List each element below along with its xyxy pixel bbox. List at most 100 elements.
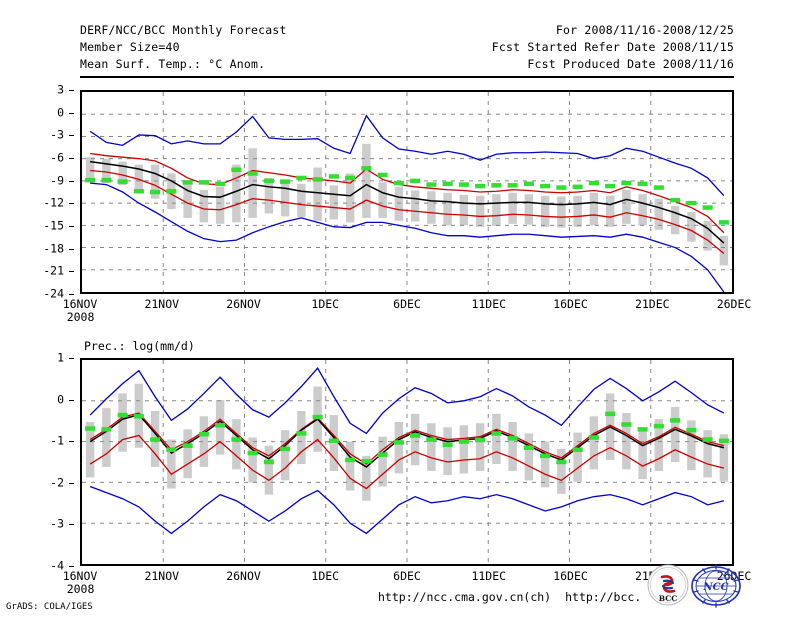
spread-bar	[167, 439, 176, 489]
x-tick-label: 16DEC	[553, 297, 588, 311]
precipitation-plot-surface	[82, 360, 732, 564]
chart-header: DERF/NCC/BCC Monthly Forecast Member Siz…	[0, 22, 800, 78]
ensemble-max-line	[89, 367, 725, 435]
y-tick-mark	[69, 90, 74, 91]
spread-bar	[443, 427, 452, 476]
upper-quartile-line	[89, 412, 725, 465]
x-tick-label: 16NOV 2008	[62, 569, 98, 596]
lower-quartile-line	[89, 434, 725, 490]
y-tick-mark	[69, 135, 74, 137]
spread-bar	[313, 167, 322, 221]
y-tick-mark	[69, 358, 74, 359]
spread-bar	[183, 183, 192, 218]
ensemble-spread-bars	[85, 143, 729, 266]
spread-bar	[85, 157, 95, 183]
spread-bar	[345, 173, 355, 223]
temperature-y-axis-labels: 3 0 -3 -6 -9 -12 -15 -18 -21 -24	[0, 84, 74, 299]
lower-quartile-line	[90, 169, 725, 254]
y-tick-label: -4	[50, 558, 64, 573]
ncc-url[interactable]: http://ncc.cma.gov.cn(ch)	[378, 590, 552, 604]
x-tick-label: 21NOV	[144, 297, 180, 311]
spread-bar	[134, 164, 144, 193]
y-tick-label: -3	[50, 127, 64, 142]
header-produced-date: Fcst Produced Date 2008/11/16	[527, 57, 734, 71]
spread-bar	[85, 422, 95, 478]
grid-lines	[82, 360, 732, 564]
bcc-logo-icon: BCC	[645, 563, 691, 609]
x-tick-label: 6DEC	[393, 569, 421, 583]
spread-bar	[102, 158, 111, 184]
header-refer-date: Fcst Started Refer Date 2008/11/15	[491, 40, 734, 54]
y-tick-label: -12	[43, 195, 64, 210]
spread-bar	[329, 185, 339, 220]
spread-bar	[524, 194, 534, 225]
spread-bar	[394, 422, 404, 474]
temperature-plot-surface	[82, 92, 732, 292]
spread-bar	[687, 420, 696, 471]
svg-text:BCC: BCC	[659, 594, 677, 603]
spread-bar	[264, 445, 274, 495]
y-tick-label: 3	[57, 82, 64, 97]
y-tick-label: -15	[43, 218, 64, 233]
header-member-size: Member Size=40	[80, 40, 180, 54]
precipitation-chart-panel	[80, 358, 734, 566]
spread-bar	[508, 422, 517, 471]
precipitation-y-axis-labels: 1 0 -1 -2 -3 -4	[0, 352, 74, 571]
spread-bar	[557, 196, 566, 228]
spread-bar	[638, 194, 647, 226]
spread-bar	[540, 441, 550, 488]
spread-bar	[492, 194, 501, 227]
spread-bar	[719, 434, 729, 482]
footer-urls: http://ncc.cma.gov.cn(ch) http://bcc.	[378, 590, 641, 604]
spread-bar	[199, 416, 209, 467]
spread-bar	[638, 430, 647, 480]
y-tick-mark	[69, 248, 74, 250]
spread-bar	[459, 194, 469, 226]
spread-bar	[345, 441, 355, 491]
spread-bar	[150, 164, 160, 199]
spread-bar	[573, 195, 582, 227]
spread-bar	[264, 177, 274, 214]
spread-bar	[410, 413, 420, 466]
spread-bar	[362, 143, 371, 218]
spread-bar	[475, 423, 485, 471]
climatology-markers	[85, 166, 729, 225]
ensemble-min-line	[89, 485, 725, 535]
y-tick-label: 0	[57, 391, 64, 406]
spread-bar	[492, 413, 501, 465]
y-tick-mark	[69, 158, 74, 159]
spread-bar	[280, 180, 290, 217]
y-tick-mark	[69, 112, 74, 114]
spread-bar	[589, 416, 599, 470]
x-tick-label: 6DEC	[393, 297, 421, 311]
spread-bar	[703, 220, 712, 251]
spread-bar	[183, 429, 192, 479]
spread-bar	[427, 423, 436, 471]
spread-bar	[654, 419, 664, 471]
spread-bar	[199, 189, 209, 223]
spread-bar	[573, 432, 582, 482]
x-tick-label: 11DEC	[471, 569, 507, 583]
y-tick-mark	[69, 482, 74, 484]
bcc-url[interactable]: http://bcc.	[565, 590, 642, 604]
spread-bar	[670, 406, 680, 462]
spread-bar	[248, 148, 257, 218]
svg-text:NCC: NCC	[702, 582, 728, 593]
spread-bar	[687, 212, 696, 242]
header-right-text: For 2008/11/16-2008/12/25 Fcst Started R…	[492, 22, 734, 73]
grads-credit: GrADS: COLA/IGES	[6, 602, 93, 612]
spread-bar	[475, 195, 485, 227]
x-tick-label: 26NOV	[226, 569, 261, 583]
spread-bar	[394, 186, 404, 221]
spread-bar	[378, 182, 387, 218]
y-tick-label: -3	[50, 516, 64, 531]
y-tick-label: -18	[43, 240, 64, 255]
precipitation-x-axis-labels: 16NOV200821NOV26NOV1DEC6DEC11DEC16DEC21D…	[0, 570, 800, 600]
y-tick-label: -1	[50, 433, 64, 448]
spread-bar	[557, 448, 566, 494]
spread-bar	[605, 195, 615, 227]
x-tick-label: 26DEC	[716, 297, 752, 311]
y-tick-label: -21	[43, 263, 64, 278]
spread-bar	[102, 408, 111, 467]
